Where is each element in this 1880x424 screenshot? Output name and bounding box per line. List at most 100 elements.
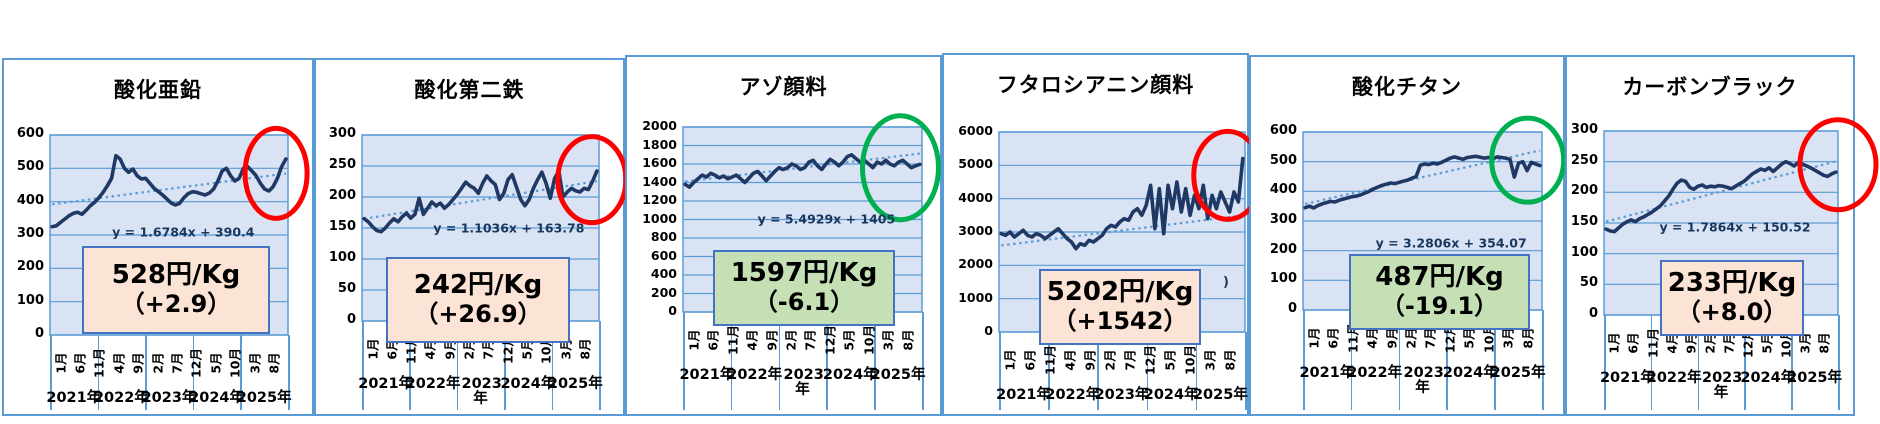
highlight-ellipse bbox=[1797, 117, 1879, 213]
x-axis-month-label: 7月 bbox=[169, 352, 185, 374]
y-axis-tick-label: 1600 bbox=[642, 155, 677, 170]
year-separator-line bbox=[1245, 332, 1247, 410]
year-separator-line bbox=[551, 321, 554, 410]
x-axis-month-label: 11月 bbox=[725, 325, 740, 355]
price-value: 528円/Kg bbox=[111, 260, 241, 291]
trendline-equation: y = 1.6784x + 390.4 bbox=[112, 224, 255, 240]
price-change: （+1542） bbox=[1052, 307, 1188, 336]
y-axis-tick-label: 400 bbox=[1269, 182, 1297, 198]
year-separator-line bbox=[409, 321, 411, 410]
y-axis-tick-label: 600 bbox=[16, 126, 44, 141]
x-axis-month-label: 7月 bbox=[802, 329, 818, 351]
y-axis-tick-label: 5000 bbox=[958, 156, 993, 172]
year-separator-line bbox=[683, 312, 685, 410]
price-value: 1597円/Kg bbox=[730, 258, 878, 289]
price-line-series bbox=[683, 153, 922, 189]
x-axis-year-label: 2021年 bbox=[996, 387, 1052, 403]
year-separator-line bbox=[1195, 332, 1198, 410]
price-change: （-19.1） bbox=[1380, 292, 1499, 321]
year-separator-line bbox=[1838, 315, 1840, 410]
x-axis-year-label: 2022年 bbox=[93, 390, 149, 406]
year-separator-line bbox=[1542, 310, 1544, 410]
x-axis-year-label: 2025年 bbox=[547, 376, 603, 392]
y-axis-tick-label: 6000 bbox=[958, 123, 993, 138]
year-separator-line bbox=[874, 312, 876, 410]
chart-panel-3: アゾ顔料 0 200 400 600 800 1000 1200 1400 1600 1800 200… bbox=[625, 55, 942, 416]
price-annotation-box: 233円/Kg （+8.0） bbox=[1660, 260, 1804, 336]
x-axis-month-label: 1月 bbox=[365, 338, 380, 360]
x-axis-month-label: 4月 bbox=[1364, 327, 1380, 349]
y-axis-tick-label: 200 bbox=[650, 284, 677, 300]
price-value: 233円/Kg bbox=[1667, 268, 1797, 299]
year-separator-line bbox=[826, 312, 828, 410]
y-axis-tick-label: 1000 bbox=[642, 210, 677, 226]
chart-canvas bbox=[682, 113, 941, 313]
x-axis-month-label: 8月 bbox=[1520, 327, 1536, 349]
x-axis-month-label: 11月 bbox=[1042, 345, 1058, 375]
x-axis-month-label: 3月 bbox=[880, 329, 896, 351]
x-axis-month-label: 10月 bbox=[1182, 345, 1198, 375]
trendline bbox=[1001, 214, 1243, 247]
x-axis-month-label: 7月 bbox=[1422, 327, 1438, 349]
y-axis-tick-label: 50 bbox=[337, 281, 356, 296]
x-axis-month-label: 4月 bbox=[1062, 349, 1078, 371]
x-axis-month-label: 3月 bbox=[1500, 327, 1516, 349]
y-axis-tick-label: 300 bbox=[328, 126, 356, 141]
price-annotation-box: 528円/Kg （+2.9） bbox=[82, 246, 270, 334]
price-value: 487円/Kg bbox=[1375, 262, 1504, 293]
y-axis-tick-label: 100 bbox=[328, 250, 356, 265]
x-axis-year-label: 2025年 bbox=[1192, 387, 1248, 403]
year-separator-line bbox=[730, 312, 733, 410]
y-axis-tick-label: 0 bbox=[346, 312, 356, 327]
x-axis-year-label: 2025年 bbox=[870, 367, 926, 383]
x-axis-month-label: 6月 bbox=[705, 329, 721, 351]
y-axis-tick-label: 100 bbox=[1269, 271, 1297, 287]
x-axis-month-label: 1月 bbox=[53, 352, 68, 374]
x-axis-month-label: 3月 bbox=[247, 352, 262, 374]
x-axis-month-label: 12月 bbox=[822, 325, 838, 355]
x-axis-month-label: 8月 bbox=[577, 338, 593, 360]
x-axis-month-label: 4月 bbox=[744, 329, 760, 351]
year-separator-line bbox=[97, 335, 100, 410]
y-axis-tick-label: 250 bbox=[328, 157, 356, 172]
x-axis-month-label: 1月 bbox=[1306, 327, 1322, 349]
year-separator-line bbox=[1604, 315, 1606, 410]
chart-title: フタロシアニン顔料 bbox=[996, 73, 1195, 97]
x-axis-year-label: 2025年 bbox=[1490, 365, 1546, 381]
chart-canvas bbox=[1603, 117, 1879, 316]
y-axis-tick-label: 50 bbox=[1579, 275, 1598, 291]
price-line-series bbox=[1303, 154, 1542, 210]
chart-title: カーボンブラック bbox=[1622, 75, 1798, 99]
year-separator-line bbox=[50, 335, 52, 410]
highlight-ellipse bbox=[242, 125, 310, 221]
x-axis-month-label: 12月 bbox=[188, 348, 204, 378]
year-separator-line bbox=[1048, 332, 1050, 410]
x-axis-month-label: 3月 bbox=[1202, 349, 1218, 371]
x-axis-month-label: 8月 bbox=[266, 352, 282, 374]
x-axis-year-label: 2022年 bbox=[1646, 370, 1702, 386]
x-axis-year-label: 2025年 bbox=[236, 390, 292, 406]
trendline-equation: y = 1.7864x + 150.52 bbox=[1659, 219, 1811, 235]
year-separator-line bbox=[1303, 310, 1305, 410]
y-axis-tick-label: 0 bbox=[34, 326, 44, 341]
price-annotation-box: 1597円/Kg （-6.1） bbox=[713, 250, 895, 326]
chart-panel-5: 酸化チタン 0 100 200 300 400 500 600 1月 6月 11月 4月 9月 2月 7月 1… bbox=[1249, 55, 1567, 416]
x-axis-month-label: 4月 bbox=[111, 352, 127, 374]
x-axis-year-label: 2023年 bbox=[141, 390, 197, 406]
trendline-equation-remnant: ) bbox=[1223, 275, 1229, 290]
year-separator-line bbox=[192, 335, 195, 410]
trendline bbox=[1304, 149, 1541, 206]
x-axis-year-label: 2023年 bbox=[461, 376, 502, 408]
y-axis-tick-label: 300 bbox=[1570, 122, 1598, 137]
y-axis-tick-label: 400 bbox=[16, 192, 44, 208]
year-separator-line bbox=[145, 335, 147, 410]
x-axis-year-label: 2024年 bbox=[1740, 370, 1796, 386]
y-axis-tick-label: 600 bbox=[650, 247, 677, 263]
x-axis-month-label: 5月 bbox=[208, 352, 224, 374]
x-axis-year-label: 2021年 bbox=[1599, 370, 1655, 386]
x-axis-month-label: 9月 bbox=[764, 329, 779, 351]
x-axis-year-label: 2023年 bbox=[783, 367, 824, 399]
trendline-equation: y = 1.1036x + 163.78 bbox=[433, 220, 585, 236]
y-axis-tick-label: 150 bbox=[1570, 214, 1598, 229]
x-axis-year-label: 2024年 bbox=[822, 367, 878, 383]
